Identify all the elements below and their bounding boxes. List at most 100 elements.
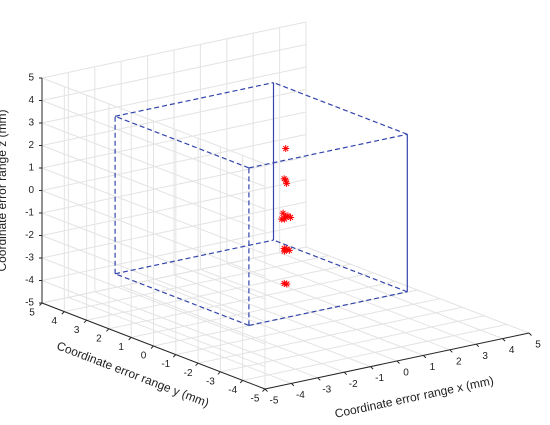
x-tick-label: -5: [270, 396, 279, 407]
y-tick-label: 2: [96, 333, 102, 344]
box-edge: [114, 239, 274, 275]
y-tick-mark: [61, 311, 65, 315]
x-tick-mark: [502, 338, 506, 342]
z-tick-label: 5: [28, 73, 34, 84]
point-stroke: [282, 177, 289, 183]
data-point: [281, 215, 289, 223]
y-tick-label: -5: [251, 394, 260, 405]
x-tick-label: 4: [509, 345, 515, 356]
y-tick-mark: [172, 354, 177, 358]
gridline-back-z: [41, 44, 307, 101]
x-tick-label: -3: [322, 384, 331, 395]
x-tick-mark: [317, 377, 321, 381]
z-tick-label: -5: [25, 298, 34, 309]
gridline-back-z: [41, 246, 307, 304]
gridline-floor-y: [242, 323, 507, 381]
gridline-back-z: [41, 111, 307, 169]
x-tick-label: 5: [535, 340, 541, 351]
x-tick-mark: [449, 349, 453, 353]
z-tick-label: -2: [25, 230, 34, 241]
y-tick-mark: [217, 371, 221, 375]
gridline-back-z: [41, 134, 307, 191]
x-tick-label: 0: [403, 368, 409, 379]
y-tick-mark: [128, 337, 132, 341]
gridline-wall-z: [41, 122, 266, 210]
y-tick-label: 3: [74, 325, 80, 336]
point-stroke: [287, 214, 294, 221]
gridline-wall-z: [41, 212, 266, 300]
tick-labels: -5-4-3-2-1012345-5-4-3-2-1012345-5-4-3-2…: [25, 73, 541, 407]
z-tick-label: 2: [28, 140, 34, 151]
x-tick-mark: [475, 343, 480, 348]
x-tick-mark: [291, 383, 295, 387]
gridline-back-z: [41, 179, 307, 236]
gridline-floor-y: [153, 289, 418, 347]
box-edge: [273, 82, 408, 135]
z-tick-label: 0: [28, 185, 34, 196]
point-stroke: [281, 248, 288, 254]
gridline-wall-z: [41, 235, 266, 322]
box-edge: [248, 133, 408, 169]
gridline-floor-y: [220, 315, 485, 373]
gridline-back-z: [41, 21, 307, 79]
x-tick-label: 2: [456, 356, 462, 367]
gridline-back-z: [41, 156, 307, 214]
gridline-floor-y: [197, 306, 463, 364]
y-tick-mark: [262, 388, 266, 392]
y-tick-label: -3: [206, 376, 215, 387]
point-stroke: [280, 210, 286, 217]
z-tick-label: 1: [28, 163, 34, 174]
gridline-wall-z: [41, 280, 266, 367]
z-tick-label: -4: [25, 275, 34, 286]
y-tick-label: 1: [118, 342, 124, 353]
y-tick-mark: [239, 380, 244, 384]
z-tick-label: 4: [28, 95, 34, 106]
axes: [39, 77, 532, 392]
z-tick-label: -3: [25, 253, 34, 264]
x-tick-label: -2: [349, 379, 358, 390]
gridline-floor-y: [64, 255, 329, 313]
y-tick-label: -2: [184, 368, 193, 379]
point-stroke: [284, 281, 290, 287]
x-tick-label: 3: [482, 351, 488, 362]
data-point: [283, 280, 291, 288]
gridline-wall-z: [41, 167, 266, 255]
x-tick-mark: [370, 366, 374, 370]
x-tick-label: 1: [430, 362, 436, 373]
gridline-back-z: [41, 224, 307, 281]
point-stroke: [286, 247, 293, 254]
y-tick-label: 4: [52, 316, 58, 327]
x-tick-mark: [396, 360, 400, 364]
x-tick-mark: [528, 332, 532, 336]
x-tick-mark: [343, 371, 348, 376]
data-point: [282, 145, 290, 152]
data-point: [283, 179, 291, 187]
gridline-wall-z: [41, 77, 266, 165]
point-stroke: [281, 280, 287, 287]
x-tick-mark: [423, 355, 427, 359]
data-point: [287, 214, 295, 221]
gridline-floor-y: [108, 272, 374, 330]
gridline-wall-z: [41, 190, 266, 277]
gridline-back-z: [41, 201, 307, 259]
box-edge: [114, 115, 250, 169]
data-point: [279, 209, 287, 217]
point-stroke: [281, 216, 288, 222]
gridline-floor-y: [86, 263, 351, 321]
error-range-box: [114, 82, 408, 326]
gridline-floor-y: [131, 280, 396, 338]
point-stroke: [283, 180, 290, 187]
z-axis-label: Coordinate error range z (mm): [0, 109, 9, 271]
x-axis-label: Coordinate error range x (mm): [333, 373, 494, 420]
gridline-floor-y: [175, 298, 440, 356]
gridline-wall-z: [41, 100, 266, 187]
box-edge: [114, 82, 274, 117]
gridline-wall-z: [41, 145, 266, 232]
y-tick-label: -4: [228, 385, 237, 396]
y-tick-label: 5: [29, 308, 35, 319]
gridline-wall-z: [41, 257, 266, 345]
data-point: [280, 247, 288, 255]
data-point: [285, 246, 293, 254]
box-edge: [248, 291, 408, 326]
gridline-back-z: [41, 89, 307, 146]
